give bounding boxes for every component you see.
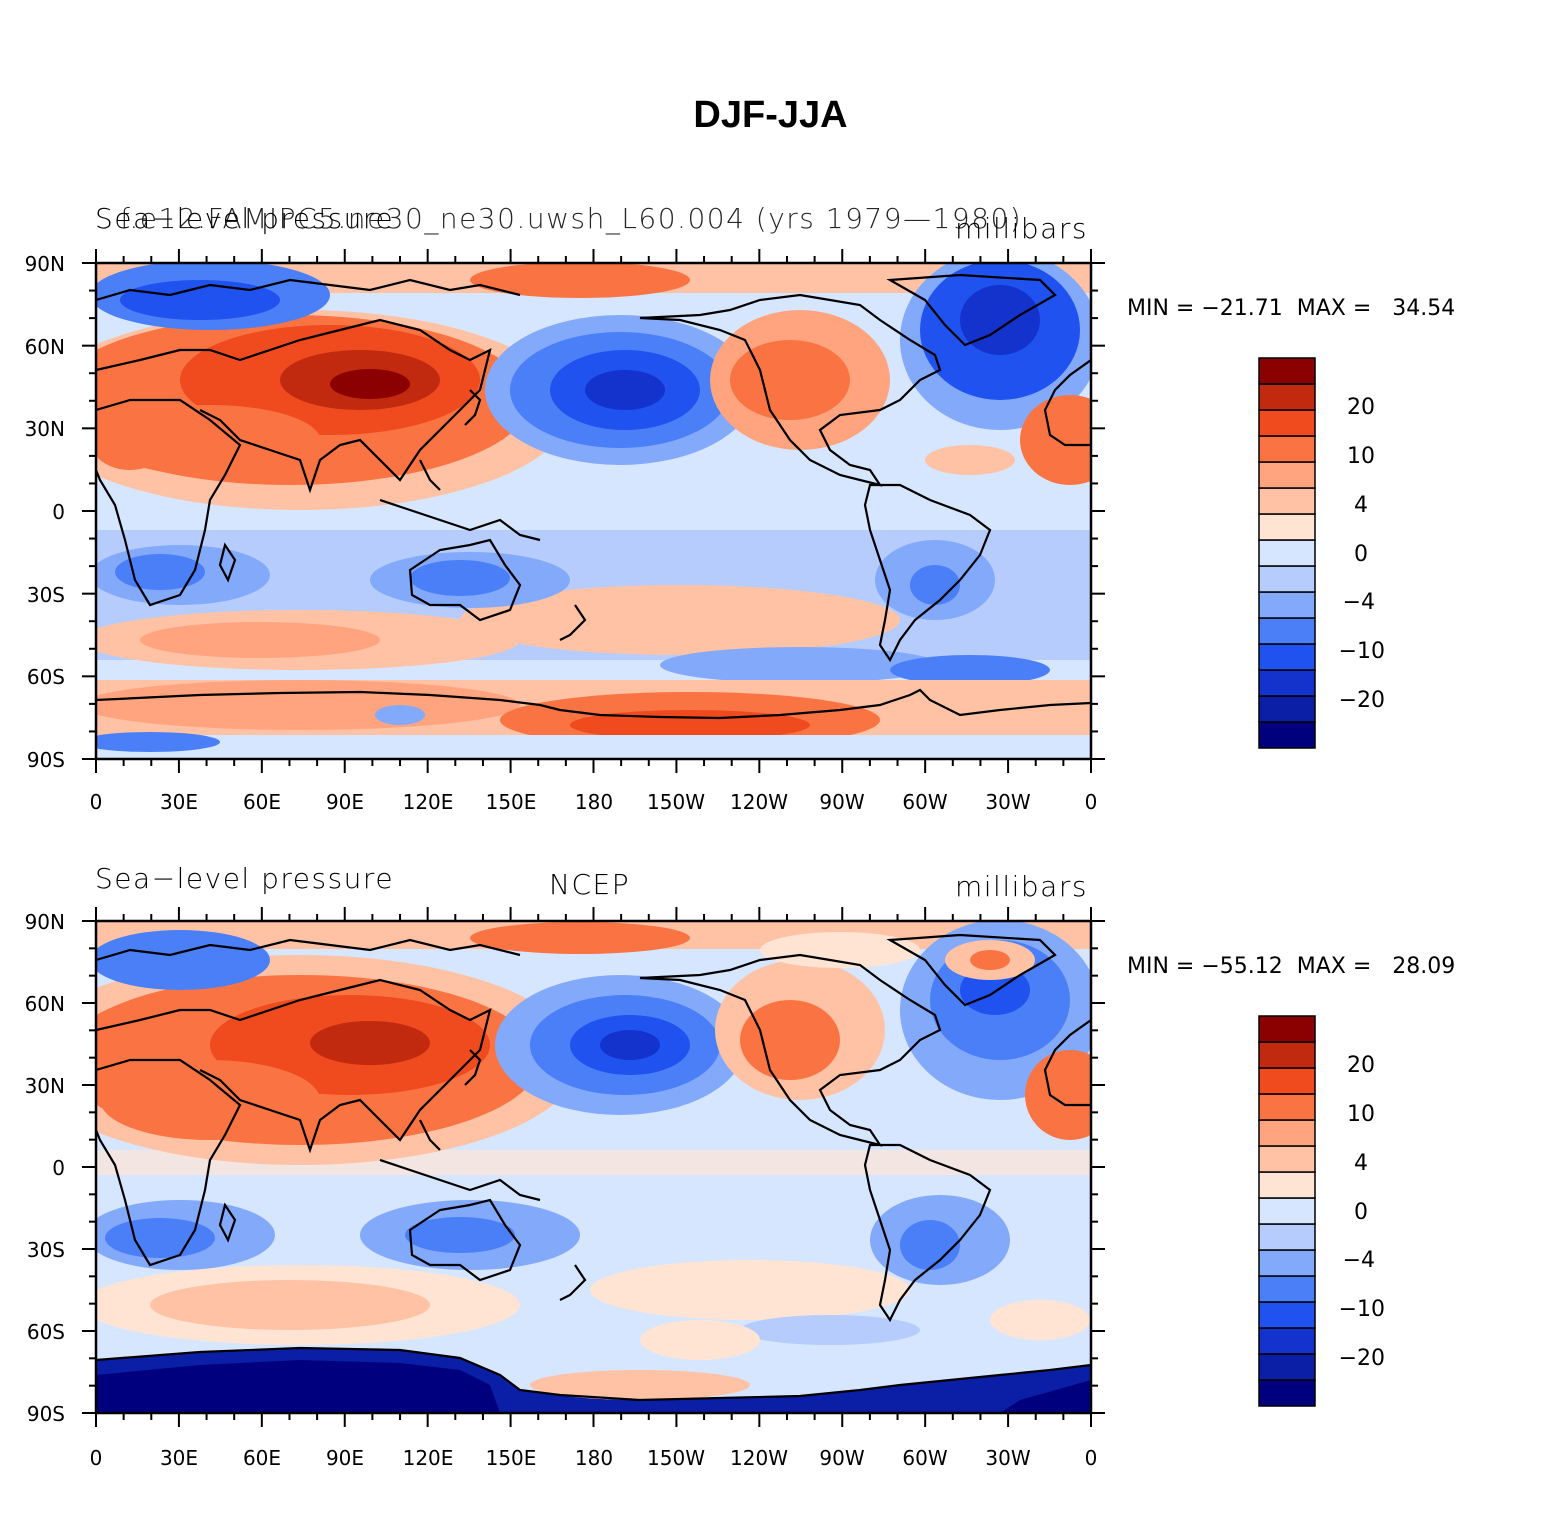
colorbar-box — [1258, 669, 1316, 697]
lon-tick: 0 — [89, 790, 103, 814]
colorbar-box — [1258, 1223, 1316, 1251]
lon-tick: 90E — [325, 1446, 365, 1470]
colorbar-label: −20 — [1338, 1346, 1385, 1371]
map-top — [82, 249, 1316, 773]
colorbar-label: −10 — [1338, 1297, 1385, 1322]
colorbar-label: −4 — [1342, 1248, 1375, 1273]
lat-tick: 90N — [24, 252, 65, 276]
colorbar-box — [1258, 1015, 1316, 1043]
colorbar-box — [1258, 487, 1316, 515]
colorbar-label: −20 — [1338, 688, 1385, 713]
colorbar-box — [1258, 1249, 1316, 1277]
colorbar-box — [1258, 357, 1316, 385]
colorbar-label: 10 — [1347, 1102, 1375, 1127]
colorbar-box — [1258, 1119, 1316, 1147]
colorbar-box — [1258, 565, 1316, 593]
lon-tick: 120E — [402, 1446, 454, 1470]
colorbar-box — [1258, 539, 1316, 567]
colorbar-label: 0 — [1354, 542, 1368, 567]
lon-tick: 30W — [985, 1446, 1031, 1470]
colorbar-box — [1258, 721, 1316, 749]
colorbar-box — [1258, 1275, 1316, 1303]
colorbar-box — [1258, 695, 1316, 723]
lat-tick: 0 — [52, 500, 65, 524]
panel-top-units: millibars — [955, 212, 1088, 245]
lat-tick: 90N — [24, 910, 65, 934]
colorbar-label: 4 — [1354, 1151, 1368, 1176]
lon-tick: 60E — [242, 1446, 282, 1470]
colorbar-box — [1258, 1327, 1316, 1355]
colorbar-box — [1258, 591, 1316, 619]
lon-tick: 60W — [902, 790, 948, 814]
lat-tick: 90S — [26, 1402, 65, 1426]
panel-top-minmax: MIN = −21.71 MAX = 34.54 — [1127, 296, 1456, 321]
colorbar-box — [1258, 1379, 1316, 1407]
lon-tick: 120W — [730, 790, 788, 814]
colorbar-label: 10 — [1347, 444, 1375, 469]
lat-tick: 60N — [24, 335, 65, 359]
lon-tick: 30W — [985, 790, 1031, 814]
lon-tick: 180 — [574, 790, 614, 814]
colorbar-label: 4 — [1354, 493, 1368, 518]
lon-tick: 150W — [647, 1446, 705, 1470]
panel-top-left-label: Sea−level pressure — [95, 202, 395, 235]
lon-tick: 30E — [159, 790, 199, 814]
lon-tick: 150W — [647, 790, 705, 814]
colorbar-box — [1258, 1145, 1316, 1173]
panel-bottom-center-label: NCEP — [549, 868, 631, 901]
lat-tick: 30S — [26, 583, 65, 607]
lon-tick: 30E — [159, 1446, 199, 1470]
colorbar-box — [1258, 1093, 1316, 1121]
colorbar-box — [1258, 435, 1316, 463]
lat-tick: 90S — [26, 748, 65, 772]
colorbar-top — [1258, 357, 1316, 749]
panel-bottom-units: millibars — [955, 870, 1088, 903]
lat-tick: 30N — [24, 417, 65, 441]
colorbar-box — [1258, 1353, 1316, 1381]
colorbar-box — [1258, 383, 1316, 411]
panel-bottom: Sea−level pressure NCEP millibars MIN = … — [0, 860, 1541, 1500]
colorbar-box — [1258, 1301, 1316, 1329]
colorbar-box — [1258, 461, 1316, 489]
colorbar-box — [1258, 1197, 1316, 1225]
lon-tick: 90E — [325, 790, 365, 814]
colorbar-label: 20 — [1347, 395, 1375, 420]
lon-tick: 60E — [242, 790, 282, 814]
colorbar-label: 0 — [1354, 1200, 1368, 1225]
colorbar-box — [1258, 1171, 1316, 1199]
lat-tick: 30N — [24, 1074, 65, 1098]
lon-tick: 150E — [485, 1446, 537, 1470]
lat-tick: 0 — [52, 1156, 65, 1180]
map-bottom — [82, 907, 1316, 1427]
lon-tick: 0 — [89, 1446, 103, 1470]
lon-tick: 60W — [902, 1446, 948, 1470]
colorbar-box — [1258, 513, 1316, 541]
colorbar-label: 20 — [1347, 1053, 1375, 1078]
panel-top: Sea−level pressure f.e12.FAMIPC5.ne30_ne… — [0, 200, 1541, 840]
colorbar-box — [1258, 617, 1316, 645]
lon-tick: 120W — [730, 1446, 788, 1470]
panel-top-center-label: f.e12.FAMIPC5.ne30_ne30.uwsh_L60.004 (yr… — [120, 202, 1023, 235]
lon-tick: 90W — [819, 1446, 865, 1470]
lon-tick: 180 — [574, 1446, 614, 1470]
lat-tick: 60S — [26, 1320, 65, 1344]
lon-tick: 0 — [1084, 1446, 1098, 1470]
lat-tick: 30S — [26, 1238, 65, 1262]
colorbar-box — [1258, 1041, 1316, 1069]
colorbar-box — [1258, 643, 1316, 671]
colorbar-label: −10 — [1338, 639, 1385, 664]
figure-title: DJF-JJA — [693, 94, 848, 136]
lon-tick: 90W — [819, 790, 865, 814]
lon-tick: 150E — [485, 790, 537, 814]
colorbar-box — [1258, 409, 1316, 437]
lon-tick: 0 — [1084, 790, 1098, 814]
lon-tick: 120E — [402, 790, 454, 814]
colorbar-label: −4 — [1342, 590, 1375, 615]
panel-bottom-minmax: MIN = −55.12 MAX = 28.09 — [1127, 954, 1456, 979]
lat-tick: 60N — [24, 992, 65, 1016]
panel-bottom-left-label: Sea−level pressure — [95, 862, 395, 895]
lat-tick: 60S — [26, 665, 65, 689]
colorbar-bottom — [1258, 1015, 1316, 1407]
colorbar-box — [1258, 1067, 1316, 1095]
